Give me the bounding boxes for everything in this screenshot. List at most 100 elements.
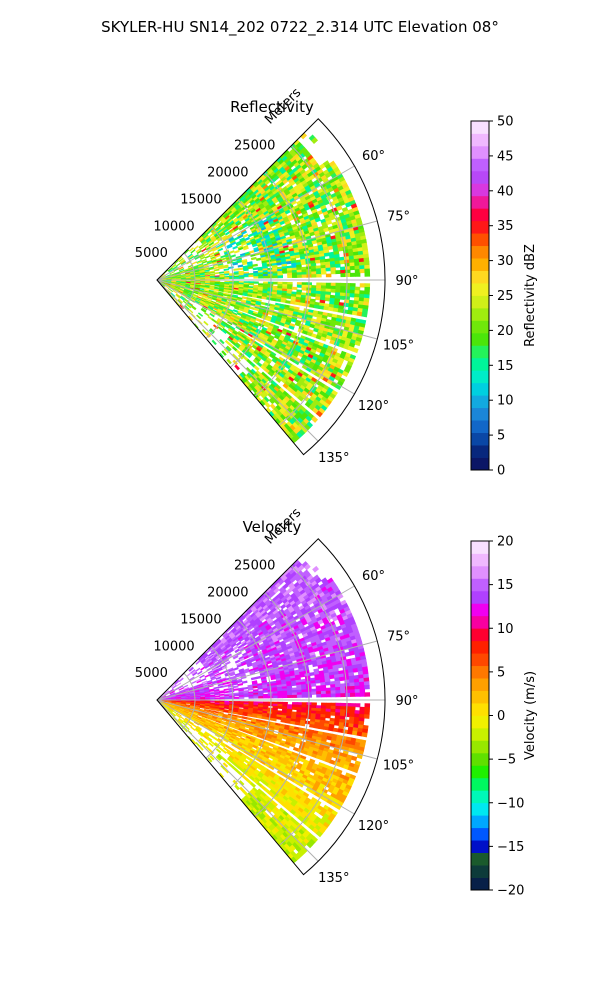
echo-cell (337, 308, 344, 314)
colorbar-segment (471, 320, 489, 334)
azimuth-tick-label: 135° (318, 451, 349, 466)
echo-cell (261, 716, 268, 720)
echo-cell (335, 270, 342, 275)
echo-cell (359, 283, 366, 288)
echo-cell (325, 705, 332, 710)
echo-cell (253, 276, 259, 279)
echo-cell (209, 700, 216, 703)
echo-cell (177, 256, 183, 262)
echo-cell (364, 710, 370, 716)
echo-cell (172, 266, 178, 270)
echo-cell (222, 684, 229, 688)
velocity-echo-field (157, 559, 371, 864)
echo-cell (208, 241, 215, 247)
azimuth-tick-label: 90° (395, 274, 418, 289)
echo-cell (243, 694, 250, 698)
echo-cell (190, 249, 196, 254)
echo-cell (359, 706, 366, 712)
echo-cell (356, 731, 363, 737)
echo-cell (323, 306, 330, 311)
echo-cell (354, 272, 361, 277)
echo-cell (174, 285, 181, 289)
echo-cell (337, 246, 344, 252)
echo-cell (328, 306, 335, 312)
echo-cell (241, 296, 248, 300)
echo-cell (311, 137, 319, 145)
colorbar-segment (471, 357, 489, 371)
echo-cell (253, 281, 259, 284)
echo-cell (340, 282, 346, 287)
echo-cell (238, 276, 245, 279)
echo-cell (237, 292, 244, 296)
echo-cell (309, 303, 315, 309)
echo-cell (352, 667, 359, 673)
echo-cell (345, 692, 351, 698)
echo-cell (185, 702, 192, 705)
colorbar-segment (471, 183, 489, 197)
echo-cell (246, 717, 253, 721)
echo-cell (262, 689, 269, 693)
echo-cell (329, 674, 335, 680)
echo-cell (187, 253, 193, 258)
echo-cell (218, 685, 224, 689)
echo-cell (330, 288, 337, 293)
echo-cell (209, 697, 216, 700)
colorbar-segment (471, 220, 489, 234)
echo-cell (214, 254, 221, 258)
echo-cell (359, 692, 366, 697)
echo-cell (349, 703, 356, 708)
echo-cell (361, 312, 368, 318)
echo-cell (359, 688, 366, 694)
echo-cell (301, 702, 308, 706)
echo-cell (211, 339, 217, 346)
echo-cell (282, 270, 288, 274)
echo-cell (335, 690, 342, 695)
echo-cell (294, 301, 301, 306)
echo-cell (309, 723, 315, 729)
echo-cell (280, 719, 287, 724)
colorbar-tick-label: 10 (497, 394, 514, 409)
echo-cell (364, 283, 371, 288)
colorbar-tick-label: 40 (497, 184, 514, 199)
echo-cell (206, 296, 213, 301)
echo-cell (233, 268, 239, 271)
echo-cell (344, 686, 351, 691)
echo-cell (316, 691, 322, 695)
echo-cell (354, 703, 361, 708)
echo-cell (232, 309, 239, 313)
echo-cell (345, 269, 351, 274)
echo-cell (349, 293, 356, 298)
range-tick-label: 10000 (153, 219, 194, 234)
echo-cell (294, 254, 301, 259)
echo-cell (347, 729, 354, 735)
colorbar-segment (471, 332, 489, 346)
echo-cell (219, 697, 225, 700)
echo-cell (272, 281, 279, 285)
colorbar-segment (471, 258, 489, 271)
echo-cell (347, 309, 354, 315)
echo-cell (325, 693, 332, 698)
range-tick-label: 20000 (207, 166, 248, 181)
echo-cell (229, 696, 235, 700)
echo-cell (299, 302, 306, 307)
reflectivity-colorbar-label: Reflectivity dBZ (523, 244, 538, 347)
echo-cell (200, 277, 206, 280)
echo-cell (209, 277, 216, 280)
colorbar-segment (471, 121, 489, 134)
echo-cell (330, 711, 336, 716)
echo-cell (213, 710, 220, 714)
echo-cell (237, 264, 244, 268)
echo-cell (204, 697, 211, 700)
echo-cell (330, 693, 337, 698)
echo-cell (364, 290, 370, 296)
echo-cell (345, 272, 351, 278)
echo-cell (241, 716, 248, 720)
echo-cell (219, 693, 225, 696)
echo-cell (237, 715, 243, 719)
echo-cell (354, 685, 361, 690)
echo-cell (349, 692, 356, 697)
reflectivity-colorbar (470, 120, 490, 471)
echo-cell (340, 689, 346, 694)
echo-cell (233, 272, 240, 275)
